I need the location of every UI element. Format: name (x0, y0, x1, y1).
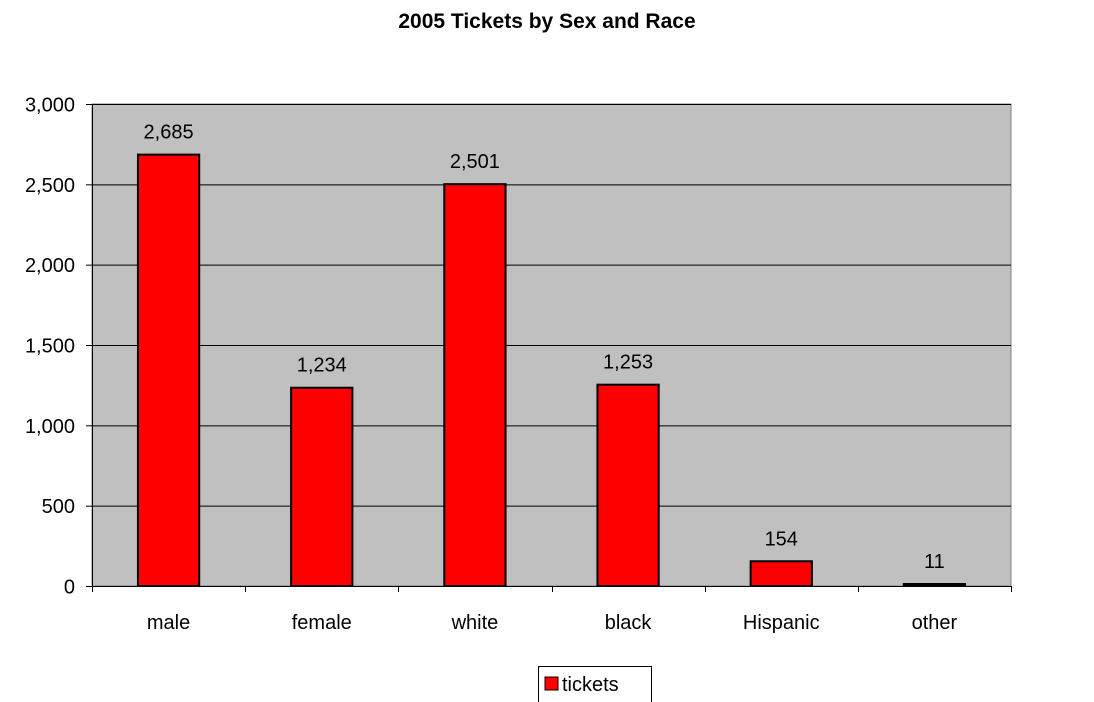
bar-hispanic (749, 560, 813, 587)
bar-other (902, 583, 967, 587)
y-tick-label: 0 (64, 577, 75, 599)
chart-title: 2005 Tickets by Sex and Race (398, 10, 696, 33)
x-tick-label: male (147, 612, 190, 634)
x-tick-label: white (451, 612, 499, 634)
x-tick-label: female (292, 612, 352, 634)
x-tick-label: black (605, 612, 653, 634)
legend-swatch (544, 676, 559, 691)
data-label: 1,253 (603, 352, 653, 374)
x-tick-label: other (912, 612, 958, 634)
data-label: 2,501 (450, 151, 500, 173)
y-tick-label: 2,500 (25, 175, 75, 197)
data-label: 154 (765, 528, 798, 550)
x-tick-label: Hispanic (743, 612, 820, 634)
bar-female (290, 386, 354, 587)
bar-black (596, 383, 660, 587)
y-tick-label: 1,000 (25, 416, 75, 438)
bar-white (443, 183, 507, 587)
data-label: 1,234 (297, 355, 347, 377)
y-tick-label: 1,500 (25, 336, 75, 358)
data-label: 11 (924, 551, 945, 573)
legend-label: tickets (562, 674, 619, 696)
y-tick-label: 3,000 (25, 95, 75, 117)
y-tick-label: 2,000 (25, 255, 75, 277)
bar-male (136, 153, 201, 588)
y-tick-label: 500 (42, 496, 75, 518)
data-label: 2,685 (144, 122, 194, 144)
